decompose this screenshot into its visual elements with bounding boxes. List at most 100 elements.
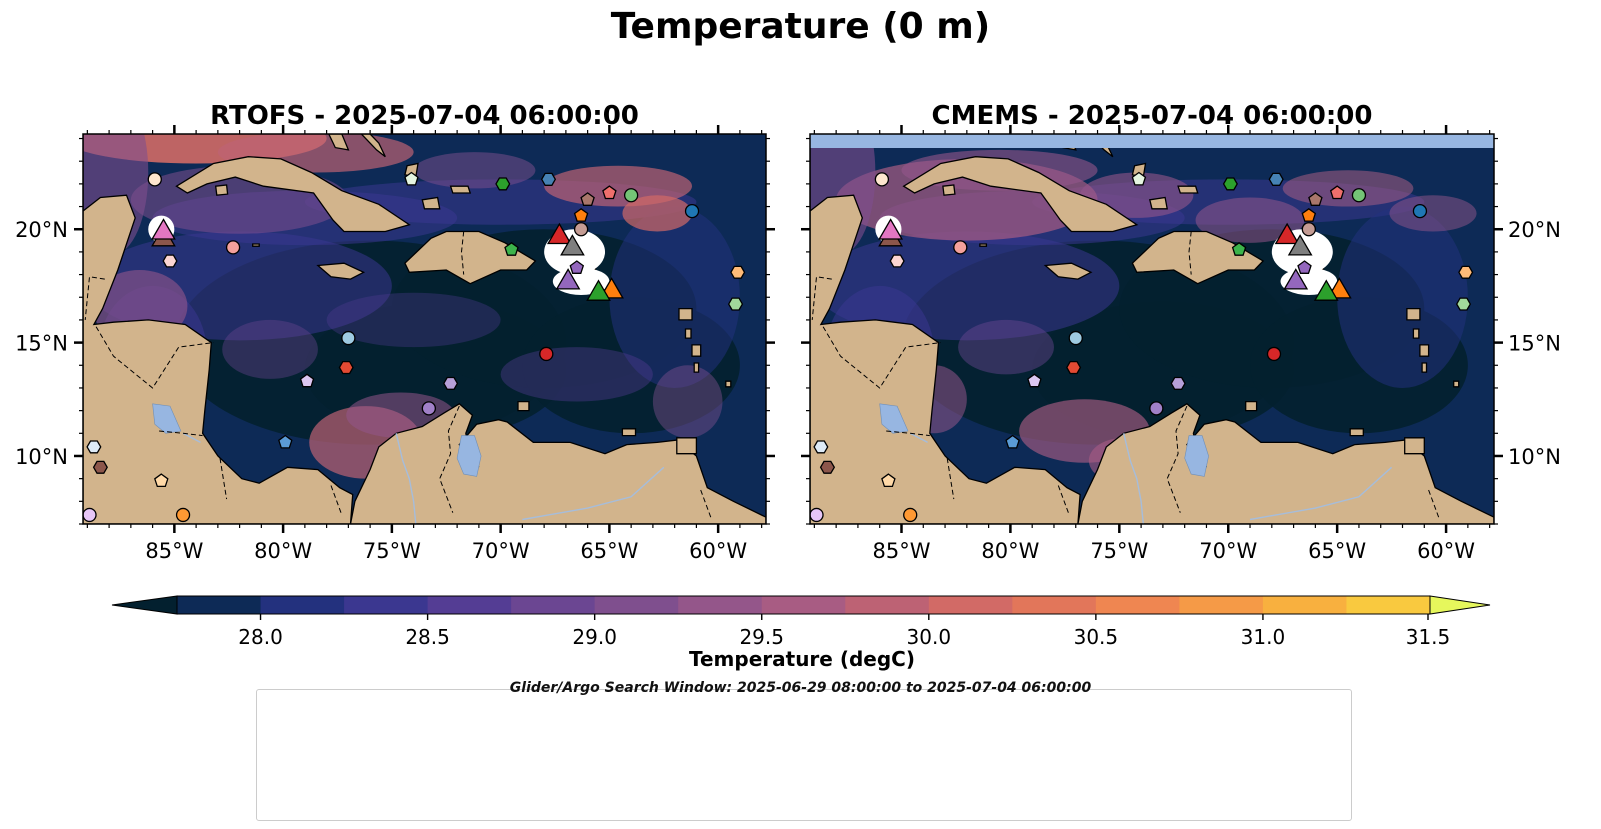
colorbar-tick-label: 28.0	[238, 625, 283, 649]
float-5906478	[810, 507, 824, 523]
lon-label: 85°W	[145, 539, 203, 563]
float-6903727	[1308, 192, 1323, 206]
float-4903186	[154, 473, 169, 488]
country-border	[811, 276, 832, 320]
legend-frame	[256, 689, 1352, 821]
land-cayman	[979, 243, 988, 247]
warm-patch	[500, 347, 653, 402]
warm-patch	[326, 292, 501, 348]
colorbar-level	[928, 596, 1013, 614]
warm-patch	[958, 319, 1054, 375]
lon-label: 75°W	[1090, 539, 1148, 563]
float-1902313	[684, 203, 700, 219]
lon-label: 70°W	[472, 539, 530, 563]
float-6903727	[580, 192, 595, 206]
float-4903766	[1149, 401, 1164, 416]
lake-maracaibo	[1184, 435, 1209, 477]
colorbar-extend-min	[111, 595, 178, 615]
float-4903276	[1231, 241, 1247, 256]
float-1902363	[1268, 172, 1284, 186]
float-4903349	[539, 346, 554, 362]
river	[395, 433, 417, 524]
glider-sg668-20250625T0000	[1287, 234, 1313, 256]
colorbar-tick-label: 30.5	[1074, 625, 1119, 649]
land-curacao	[1245, 400, 1258, 412]
country-border	[219, 458, 228, 500]
float-4903249	[147, 172, 162, 187]
land-cayman	[252, 243, 260, 247]
lat-label: 20°N	[15, 218, 68, 242]
lon-label: 65°W	[580, 539, 638, 563]
float-2904007	[1301, 207, 1317, 222]
float-1902522	[341, 330, 356, 346]
colorbar-tick-label: 30.0	[907, 625, 952, 649]
country-border	[159, 430, 203, 437]
colorbar-level	[344, 596, 429, 614]
land-margarita	[621, 428, 637, 437]
float-4903562	[889, 254, 905, 268]
country-border	[822, 326, 941, 389]
lake-nicaragua	[152, 403, 182, 434]
lon-label: 80°W	[254, 539, 312, 563]
float-4902476	[903, 507, 918, 523]
land-jamaica	[316, 262, 366, 280]
lat-label: 15°N	[15, 332, 68, 356]
river	[1249, 466, 1393, 521]
float-4903339	[1455, 297, 1472, 311]
glider-sg668-20250625T0000	[560, 234, 585, 256]
colorbar-level	[1012, 596, 1097, 614]
float-4902609	[730, 265, 746, 279]
float-2903904	[86, 440, 102, 454]
country-border	[84, 276, 105, 320]
land-hispaniola	[1131, 230, 1265, 285]
country-border	[1057, 485, 1070, 516]
glider-ng665-20250611T0000	[1313, 279, 1339, 301]
lon-label: 80°W	[981, 539, 1039, 563]
land-trinidad	[1404, 437, 1425, 455]
float-4903249	[874, 172, 890, 187]
glider-sg651-20250428T0000	[151, 218, 176, 240]
float-6999986	[573, 222, 589, 237]
colorbar-level	[177, 596, 262, 614]
float-4903563	[1297, 260, 1312, 274]
warm-patch	[1195, 197, 1305, 243]
float-4903333	[1351, 188, 1367, 203]
country-border	[95, 326, 214, 389]
country-border	[1188, 231, 1192, 275]
colorbar-tick-label: 29.5	[739, 625, 784, 649]
lon-label: 60°W	[1417, 539, 1475, 563]
lon-label: 75°W	[363, 539, 421, 563]
float-4903274	[495, 177, 511, 191]
float-5906478	[83, 507, 97, 523]
country-border	[700, 489, 713, 520]
glider-sg609-20250625T0000	[1283, 268, 1309, 290]
float-4903274	[1222, 177, 1238, 191]
colorbar-level	[1346, 596, 1431, 614]
float-4903768	[299, 373, 315, 388]
country-border	[1428, 489, 1440, 520]
float-1902521	[278, 434, 293, 449]
warm-patch	[222, 319, 318, 379]
colorbar-tick-label: 31.5	[1406, 625, 1451, 649]
land-bahamas-d	[1148, 196, 1168, 210]
colorbar-level	[845, 596, 930, 614]
country-border	[946, 458, 955, 500]
country-border	[886, 430, 930, 437]
colorbar-level	[511, 596, 596, 614]
colorbar-tick-label: 31.0	[1241, 625, 1286, 649]
float-1902363	[540, 172, 557, 186]
land-bahamas-a	[328, 134, 350, 151]
mixed-layer	[1337, 206, 1468, 388]
warm-patch	[1389, 195, 1477, 232]
land-hispaniola	[404, 230, 537, 285]
land-bahamas-b	[360, 134, 386, 158]
lake-maracaibo	[456, 435, 482, 477]
river	[1123, 433, 1144, 524]
float-1902521	[1005, 434, 1020, 449]
lon-label: 65°W	[1308, 539, 1366, 563]
float-4903559	[225, 240, 241, 255]
lake-nicaragua	[879, 403, 909, 434]
search-window-label: Glider/Argo Search Window: 2025-06-29 08…	[509, 680, 1092, 696]
float-4903352	[602, 185, 617, 200]
lat-label: 10°N	[15, 445, 68, 469]
